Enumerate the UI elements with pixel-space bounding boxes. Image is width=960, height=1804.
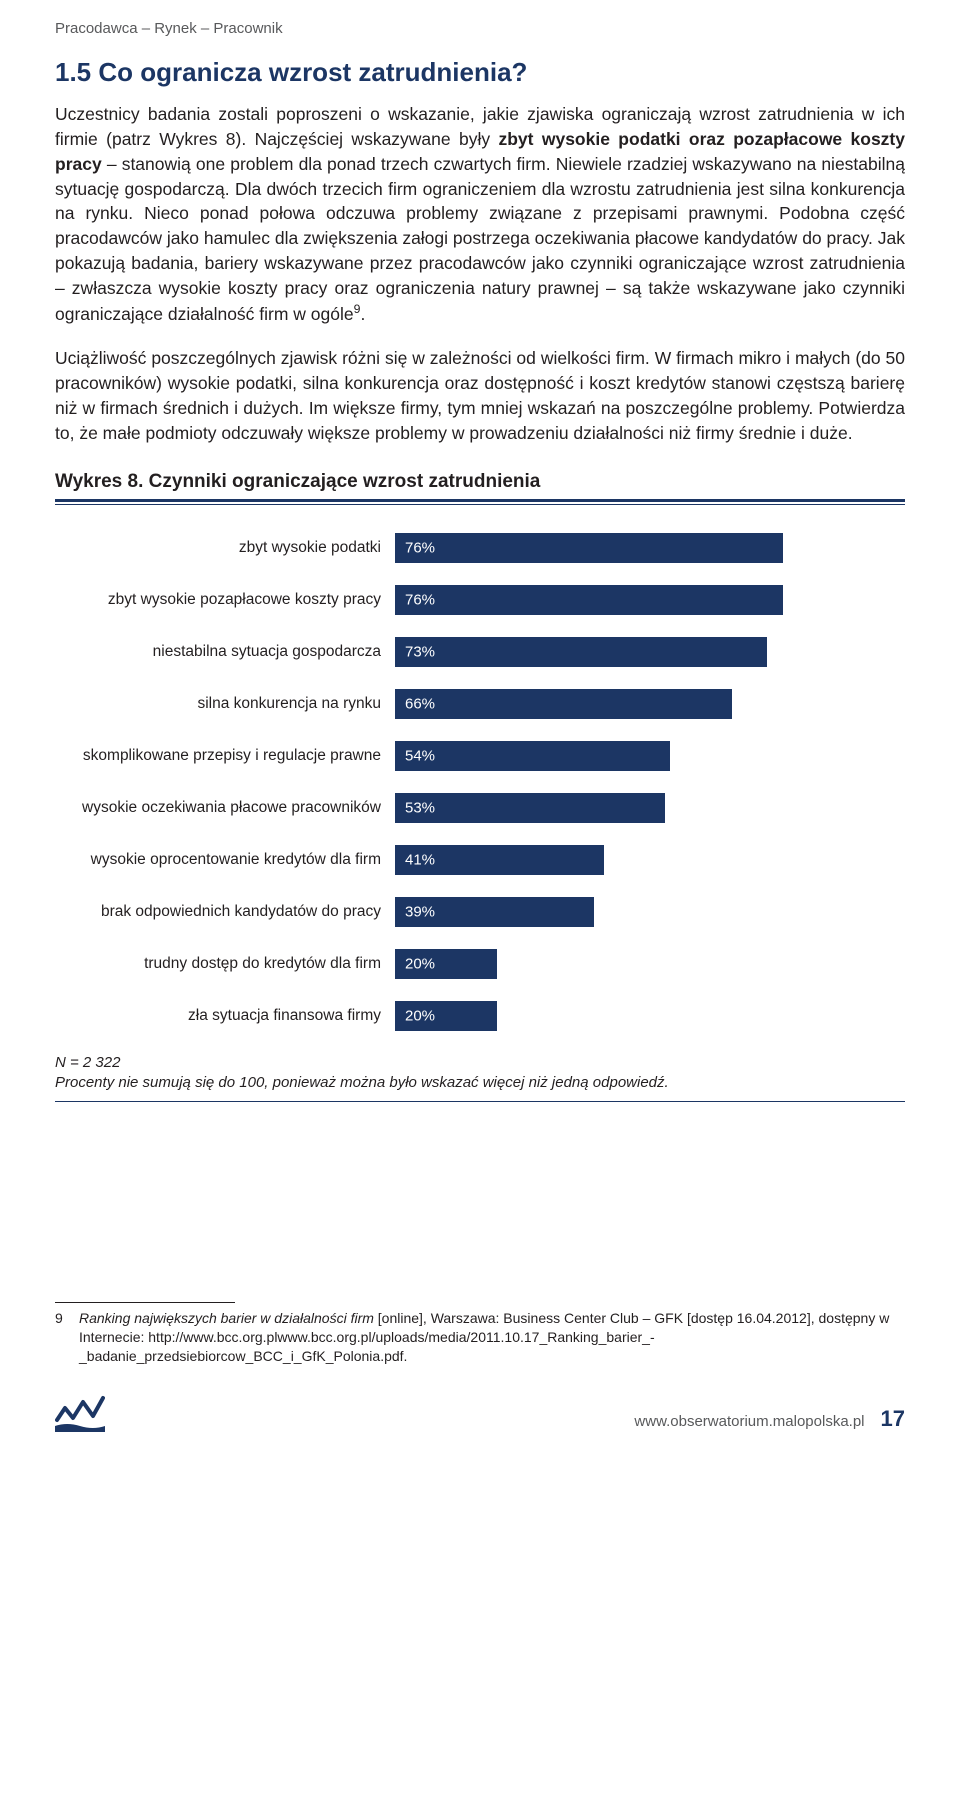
footer-url: www.obserwatorium.malopolska.pl: [634, 1413, 864, 1430]
chart-bar: 39%: [395, 897, 594, 927]
chart-bar-label: niestabilna sytuacja gospodarcza: [55, 643, 395, 661]
chart-bar: 66%: [395, 689, 732, 719]
chart-bar-area: 66%: [395, 689, 905, 719]
chart-bar-area: 53%: [395, 793, 905, 823]
chart-bar: 53%: [395, 793, 665, 823]
footnote: 9 Ranking największych barier w działaln…: [55, 1309, 905, 1366]
chart-bar-area: 20%: [395, 949, 905, 979]
chart-row: niestabilna sytuacja gospodarcza 73%: [55, 637, 905, 667]
chart-bar-area: 41%: [395, 845, 905, 875]
paragraph-1: Uczestnicy badania zostali poproszeni o …: [55, 102, 905, 326]
chart-bar-label: wysokie oczekiwania płacowe pracowników: [55, 799, 395, 817]
chart-bar-value: 39%: [405, 903, 435, 920]
chart-row: wysokie oprocentowanie kredytów dla firm…: [55, 845, 905, 875]
footnote-italic: Ranking największych barier w działalnoś…: [79, 1310, 374, 1326]
footer-logo-icon: [55, 1386, 105, 1432]
chart-bar-area: 76%: [395, 585, 905, 615]
chart-row: skomplikowane przepisy i regulacje prawn…: [55, 741, 905, 771]
chart-row: trudny dostęp do kredytów dla firm 20%: [55, 949, 905, 979]
chart-bar: 20%: [395, 949, 497, 979]
chart-bar-area: 76%: [395, 533, 905, 563]
chart-bar-area: 20%: [395, 1001, 905, 1031]
chart-bar-label: trudny dostęp do kredytów dla firm: [55, 955, 395, 973]
chart-bar: 76%: [395, 585, 783, 615]
chart-note-n: N = 2 322: [55, 1054, 120, 1071]
chart-title-rule: [55, 499, 905, 505]
chart-bar-value: 66%: [405, 695, 435, 712]
chart-row: brak odpowiednich kandydatów do pracy 39%: [55, 897, 905, 927]
footer-right: www.obserwatorium.malopolska.pl 17: [634, 1406, 905, 1432]
footnote-num: 9: [55, 1309, 79, 1366]
chart-bar-value: 53%: [405, 799, 435, 816]
chart-title: Wykres 8. Czynniki ograniczające wzrost …: [55, 471, 905, 493]
chart-bar: 41%: [395, 845, 604, 875]
chart-bar: 54%: [395, 741, 670, 771]
para1-c: .: [360, 304, 365, 324]
page-number: 17: [881, 1406, 905, 1432]
footnote-rule: [55, 1302, 235, 1303]
chart-bar-label: silna konkurencja na rynku: [55, 695, 395, 713]
paragraph-2: Uciążliwość poszczególnych zjawisk różni…: [55, 346, 905, 445]
chart-row: wysokie oczekiwania płacowe pracowników 5…: [55, 793, 905, 823]
chart-bar-value: 20%: [405, 955, 435, 972]
footer: www.obserwatorium.malopolska.pl 17: [55, 1386, 905, 1432]
bar-chart: zbyt wysokie podatki76%zbyt wysokie poza…: [55, 533, 905, 1031]
para1-b: – stanowią one problem dla ponad trzech …: [55, 154, 905, 324]
chart-bar-label: zła sytuacja finansowa firmy: [55, 1007, 395, 1025]
chart-row: zła sytuacja finansowa firmy 20%: [55, 1001, 905, 1031]
chart-bar-area: 73%: [395, 637, 905, 667]
chart-bar: 76%: [395, 533, 783, 563]
breadcrumb: Pracodawca – Rynek – Pracownik: [55, 20, 905, 37]
chart-bar: 20%: [395, 1001, 497, 1031]
chart-bar: 73%: [395, 637, 767, 667]
chart-bar-label: zbyt wysokie podatki: [55, 539, 395, 557]
chart-note: N = 2 322 Procenty nie sumują się do 100…: [55, 1053, 905, 1094]
chart-bar-label: brak odpowiednich kandydatów do pracy: [55, 903, 395, 921]
chart-bar-area: 39%: [395, 897, 905, 927]
section-heading: 1.5 Co ogranicza wzrost zatrudnienia?: [55, 57, 905, 88]
chart-row: silna konkurencja na rynku 66%: [55, 689, 905, 719]
chart-row: zbyt wysokie podatki 76%: [55, 533, 905, 563]
chart-bottom-rule: [55, 1101, 905, 1102]
chart-bar-value: 20%: [405, 1007, 435, 1024]
chart-bar-value: 54%: [405, 747, 435, 764]
chart-bar-value: 76%: [405, 539, 435, 556]
chart-bar-value: 76%: [405, 591, 435, 608]
chart-row: zbyt wysokie pozapłacowe koszty pracy 76%: [55, 585, 905, 615]
chart-bar-label: wysokie oprocentowanie kredytów dla firm: [55, 851, 395, 869]
chart-bar-label: skomplikowane przepisy i regulacje prawn…: [55, 747, 395, 765]
chart-bar-value: 73%: [405, 643, 435, 660]
chart-bar-label: zbyt wysokie pozapłacowe koszty pracy: [55, 591, 395, 609]
footnote-text: Ranking największych barier w działalnoś…: [79, 1309, 905, 1366]
chart-bar-area: 54%: [395, 741, 905, 771]
chart-bar-value: 41%: [405, 851, 435, 868]
chart-note-caption: Procenty nie sumują się do 100, ponieważ…: [55, 1074, 669, 1091]
